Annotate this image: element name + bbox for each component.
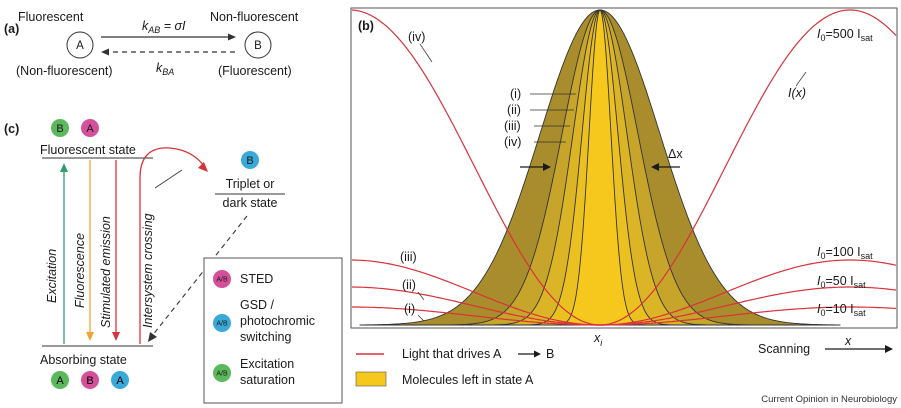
ix-pointer [795, 71, 807, 87]
triplet-line2: dark state [223, 196, 278, 210]
triplet-line1: Triplet or [226, 177, 275, 191]
state-a-fill [359, 9, 841, 326]
triplet-pointer [154, 169, 183, 189]
badge-bottom-a2-text: A [116, 375, 124, 387]
state-b-label: B [254, 40, 262, 52]
curve-label-ii-left: (ii) [402, 278, 416, 292]
state-a-label: A [76, 40, 84, 52]
state-b-circle [244, 31, 272, 59]
intensity-10-label: I0=10 Isat [817, 302, 866, 318]
fluorescence-arrow-head [86, 332, 94, 341]
illumination-curve-1 [351, 9, 897, 326]
x-axis-label: x [844, 334, 852, 348]
xi-label: xi [593, 331, 603, 348]
intensity-50-label: I0=50 Isat [817, 274, 866, 290]
legend-sted-label: STED [240, 272, 273, 286]
legend-fill-swatch [355, 371, 387, 387]
forward-arrow-head [228, 33, 236, 41]
curve-pointer-i-left [417, 314, 425, 322]
rate-back: kBA [156, 61, 174, 77]
badge-bottom-a1-text: A [56, 375, 64, 387]
curve-label-iii-left: (iii) [400, 250, 417, 264]
legend-gsd-badge-text: A/B [216, 321, 228, 328]
state-a-circle [66, 31, 94, 59]
back-arrow-head [101, 48, 109, 56]
illumination-curves [351, 9, 897, 326]
excitation-label: Excitation [45, 249, 59, 303]
legend-gsd-line2: photochromic [240, 314, 315, 328]
panel-a-label: (a) [4, 22, 19, 36]
stimulated-emission-label: Stimulated emission [99, 216, 113, 328]
curve-label-iv: (iv) [504, 135, 521, 149]
fluorescence-label: Fluorescence [73, 233, 87, 308]
scanning-label: Scanning [758, 342, 810, 356]
curve-label-i: (i) [510, 87, 521, 101]
credit-label: Current Opinion in Neurobiology [761, 394, 897, 405]
scanning-arrow-head [885, 345, 893, 353]
curve-pointer-iv-top [419, 43, 433, 63]
fluorescent-paren: (Fluorescent) [218, 64, 292, 78]
legend-fill-label: Molecules left in state A [402, 373, 534, 387]
panel-b-label: (b) [358, 19, 374, 33]
dark-state-return [151, 215, 248, 337]
badge-top-a [81, 119, 99, 137]
rate-forward: kAB = σI [142, 19, 186, 35]
badge-bottom-a1 [51, 371, 69, 389]
legend-gsd-line3: switching [240, 330, 291, 344]
triplet-badge-text: B [246, 155, 253, 167]
legend-arrow-head [534, 350, 541, 358]
legend-gsd-badge [213, 314, 231, 332]
panel-c-label: (c) [4, 122, 19, 136]
curve-label-ii: (ii) [507, 103, 521, 117]
legend-sted-badge-text: A/B [216, 277, 228, 284]
fluorescent-state-label: Fluorescent state [40, 143, 136, 157]
badge-top-b-text: B [56, 123, 63, 135]
legend-saturation-badge-text: A/B [216, 371, 228, 378]
curve-label-iii: (iii) [504, 119, 521, 133]
intersystem-crossing-head [198, 162, 208, 172]
legend-saturation-badge [213, 364, 231, 382]
badge-top-b [51, 119, 69, 137]
panel-c: (c) B A Fluorescent state Excitation Flu… [4, 119, 343, 404]
legend-saturation-line2: saturation [240, 373, 295, 387]
excitation-arrow-head [60, 163, 68, 172]
intersystem-crossing-label: Intersystem crossing [141, 213, 155, 328]
curve-label-iv-top: (iv) [408, 30, 425, 44]
non-fluorescent-label: Non-fluorescent [210, 10, 299, 24]
badge-bottom-b-text: B [86, 375, 93, 387]
dark-state-return-head [148, 332, 157, 342]
panel-a: (a) Fluorescent Non-fluorescent A B kAB … [4, 10, 299, 78]
intensity-100-label: I0=100 Isat [817, 245, 873, 261]
delta-x-label: Δx [668, 147, 683, 161]
badge-top-a-text: A [86, 123, 94, 135]
legend-sted-badge [213, 270, 231, 288]
legend-line-end: B [546, 347, 554, 361]
badge-bottom-a2 [111, 371, 129, 389]
delta-x-left-head [543, 163, 551, 171]
intersystem-crossing-curve [139, 147, 205, 344]
delta-x-right-head [651, 163, 659, 171]
plot-frame [350, 7, 898, 329]
legend-saturation-line1: Excitation [240, 357, 294, 371]
non-fluorescent-paren: (Non-fluorescent) [16, 64, 113, 78]
legend-line-label: Light that drives A [402, 347, 502, 361]
curve-pointer-ii-left [417, 291, 425, 301]
ix-label: I(x) [788, 86, 806, 100]
absorbing-state-label: Absorbing state [40, 353, 127, 367]
intensity-500-label: I0=500 Isat [817, 27, 873, 43]
badge-bottom-b [81, 371, 99, 389]
fluorescent-label: Fluorescent [18, 10, 84, 24]
legend-gsd-line1: GSD / [240, 298, 275, 312]
triplet-badge [241, 151, 259, 169]
illumination-curve-4 [352, 306, 897, 326]
curve-label-i-left: (i) [404, 302, 415, 316]
stimulated-emission-arrow-head [112, 332, 120, 341]
